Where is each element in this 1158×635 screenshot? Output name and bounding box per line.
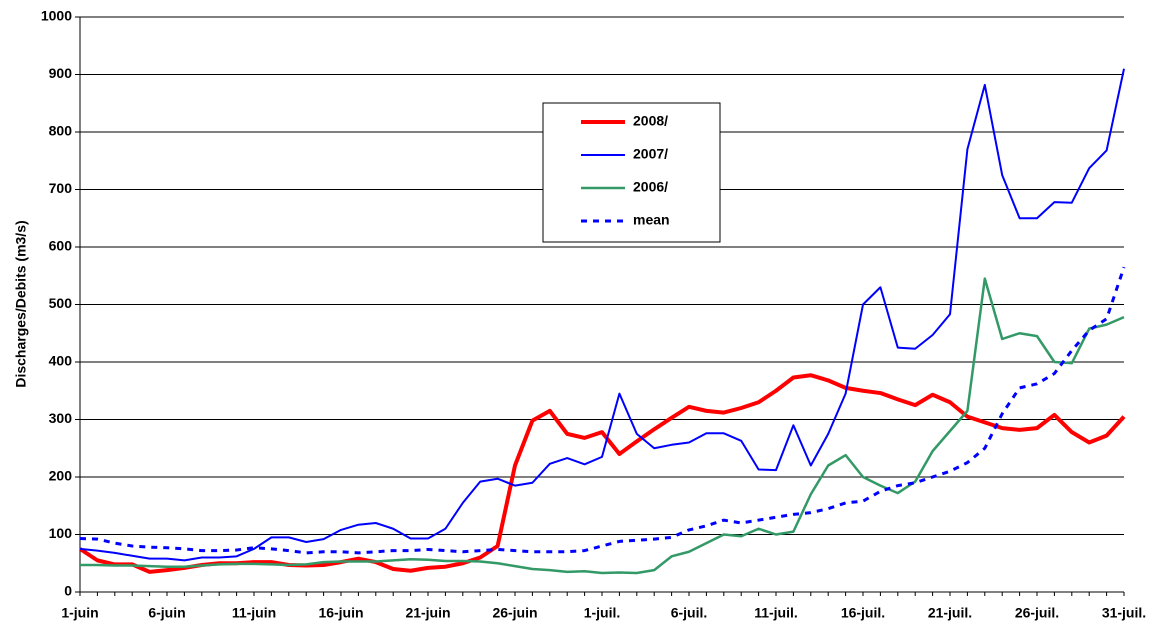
x-tick-label: 6-juil. xyxy=(671,605,708,621)
legend-label: 2006/ xyxy=(633,179,668,195)
x-tick-label: 16-juil. xyxy=(841,605,885,621)
x-tick-label: 21-juil. xyxy=(928,605,972,621)
x-tick-label: 21-juin xyxy=(405,605,450,621)
y-tick-label: 1000 xyxy=(41,8,72,24)
legend-label: 2007/ xyxy=(633,146,668,162)
x-tick-label: 1-juin xyxy=(61,605,98,621)
legend-box xyxy=(542,102,721,243)
y-tick-label: 600 xyxy=(49,238,73,254)
x-tick-label: 1-juil. xyxy=(584,605,621,621)
y-tick-label: 300 xyxy=(49,410,73,426)
series-line xyxy=(78,373,1126,574)
x-tick-label: 31-juil. xyxy=(1102,605,1146,621)
y-tick-label: 100 xyxy=(49,525,73,541)
y-tick-label: 500 xyxy=(49,295,73,311)
y-axis-label: Discharges/Debits (m3/s) xyxy=(13,220,29,387)
x-tick-label: 11-juin xyxy=(232,605,276,621)
y-tick-label: 800 xyxy=(49,123,73,139)
legend-label: mean xyxy=(633,212,670,228)
y-tick-label: 400 xyxy=(49,353,73,369)
y-tick-label: 0 xyxy=(64,583,72,599)
y-tick-label: 200 xyxy=(49,468,73,484)
y-tick-label: 900 xyxy=(49,65,73,81)
x-tick-label: 26-juin xyxy=(492,605,537,621)
legend-label: 2008/ xyxy=(633,113,668,129)
x-tick-label: 11-juil. xyxy=(754,605,798,621)
y-tick-label: 700 xyxy=(49,180,73,196)
x-tick-label: 6-juin xyxy=(148,605,185,621)
x-tick-label: 26-juil. xyxy=(1015,605,1059,621)
series-line xyxy=(80,277,1125,575)
x-tick-label: 16-juin xyxy=(318,605,363,621)
series-line xyxy=(79,68,1125,562)
